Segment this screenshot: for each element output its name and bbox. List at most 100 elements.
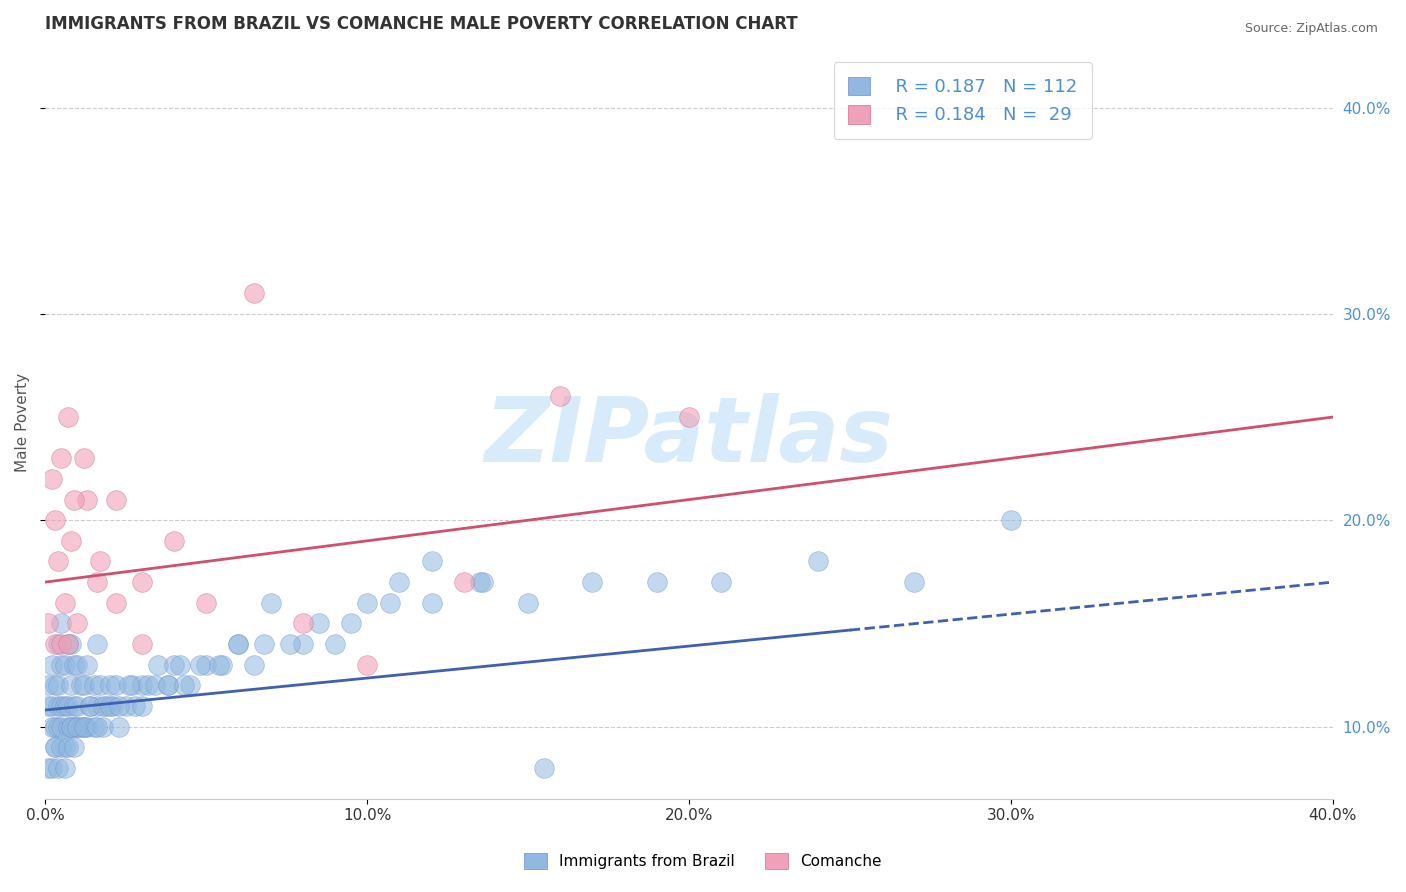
Point xyxy=(76,720,98,734)
Point xyxy=(243,286,266,301)
Point xyxy=(53,761,76,775)
Point xyxy=(291,616,314,631)
Text: IMMIGRANTS FROM BRAZIL VS COMANCHE MALE POVERTY CORRELATION CHART: IMMIGRANTS FROM BRAZIL VS COMANCHE MALE … xyxy=(45,15,797,33)
Point xyxy=(211,657,233,672)
Point xyxy=(69,678,91,692)
Point xyxy=(60,720,83,734)
Point xyxy=(208,657,231,672)
Point xyxy=(53,740,76,755)
Point xyxy=(108,698,131,713)
Point xyxy=(79,698,101,713)
Point xyxy=(60,720,83,734)
Point xyxy=(420,554,443,568)
Point xyxy=(121,678,143,692)
Point xyxy=(69,720,91,734)
Point xyxy=(46,698,69,713)
Point xyxy=(195,596,218,610)
Point xyxy=(63,698,86,713)
Point xyxy=(98,698,121,713)
Point xyxy=(44,678,66,692)
Legend: Immigrants from Brazil, Comanche: Immigrants from Brazil, Comanche xyxy=(517,847,889,875)
Point xyxy=(66,720,89,734)
Point xyxy=(143,678,166,692)
Point xyxy=(173,678,195,692)
Point xyxy=(60,533,83,548)
Point xyxy=(101,698,124,713)
Point xyxy=(37,761,59,775)
Point xyxy=(51,451,73,466)
Point xyxy=(89,678,111,692)
Point xyxy=(163,533,186,548)
Point xyxy=(53,596,76,610)
Point xyxy=(66,657,89,672)
Legend:   R = 0.187   N = 112,   R = 0.184   N =  29: R = 0.187 N = 112, R = 0.184 N = 29 xyxy=(834,62,1092,139)
Point xyxy=(146,657,169,672)
Point xyxy=(156,678,179,692)
Point xyxy=(63,740,86,755)
Point xyxy=(340,616,363,631)
Point xyxy=(41,761,63,775)
Point xyxy=(105,492,128,507)
Point xyxy=(114,698,136,713)
Point xyxy=(76,657,98,672)
Point xyxy=(83,678,105,692)
Point xyxy=(41,720,63,734)
Point xyxy=(44,740,66,755)
Point xyxy=(53,698,76,713)
Point xyxy=(37,678,59,692)
Point xyxy=(73,678,96,692)
Point xyxy=(46,637,69,651)
Point xyxy=(63,657,86,672)
Point xyxy=(91,698,114,713)
Text: ZIPatlas: ZIPatlas xyxy=(485,393,894,482)
Point xyxy=(468,575,491,590)
Point xyxy=(645,575,668,590)
Point xyxy=(356,596,378,610)
Point xyxy=(91,720,114,734)
Point xyxy=(56,637,79,651)
Point xyxy=(63,492,86,507)
Point xyxy=(533,761,555,775)
Point xyxy=(472,575,495,590)
Point xyxy=(253,637,276,651)
Point xyxy=(79,698,101,713)
Point xyxy=(259,596,281,610)
Point xyxy=(46,761,69,775)
Point xyxy=(188,657,211,672)
Point xyxy=(44,740,66,755)
Y-axis label: Male Poverty: Male Poverty xyxy=(15,373,30,472)
Point xyxy=(228,637,250,651)
Point xyxy=(86,637,108,651)
Point xyxy=(89,554,111,568)
Point xyxy=(37,616,59,631)
Point xyxy=(51,698,73,713)
Point xyxy=(903,575,925,590)
Point xyxy=(37,698,59,713)
Point xyxy=(243,657,266,672)
Text: Source: ZipAtlas.com: Source: ZipAtlas.com xyxy=(1244,22,1378,36)
Point xyxy=(453,575,475,590)
Point xyxy=(41,657,63,672)
Point xyxy=(163,657,186,672)
Point xyxy=(378,596,401,610)
Point xyxy=(291,637,314,651)
Point xyxy=(179,678,201,692)
Point xyxy=(807,554,830,568)
Point xyxy=(156,678,179,692)
Point xyxy=(44,720,66,734)
Point xyxy=(356,657,378,672)
Point xyxy=(131,678,153,692)
Point xyxy=(46,720,69,734)
Point xyxy=(278,637,301,651)
Point xyxy=(1000,513,1022,527)
Point xyxy=(51,740,73,755)
Point xyxy=(517,596,540,610)
Point xyxy=(169,657,191,672)
Point xyxy=(388,575,411,590)
Point xyxy=(44,513,66,527)
Point xyxy=(710,575,733,590)
Point xyxy=(63,720,86,734)
Point xyxy=(308,616,330,631)
Point xyxy=(44,637,66,651)
Point xyxy=(56,720,79,734)
